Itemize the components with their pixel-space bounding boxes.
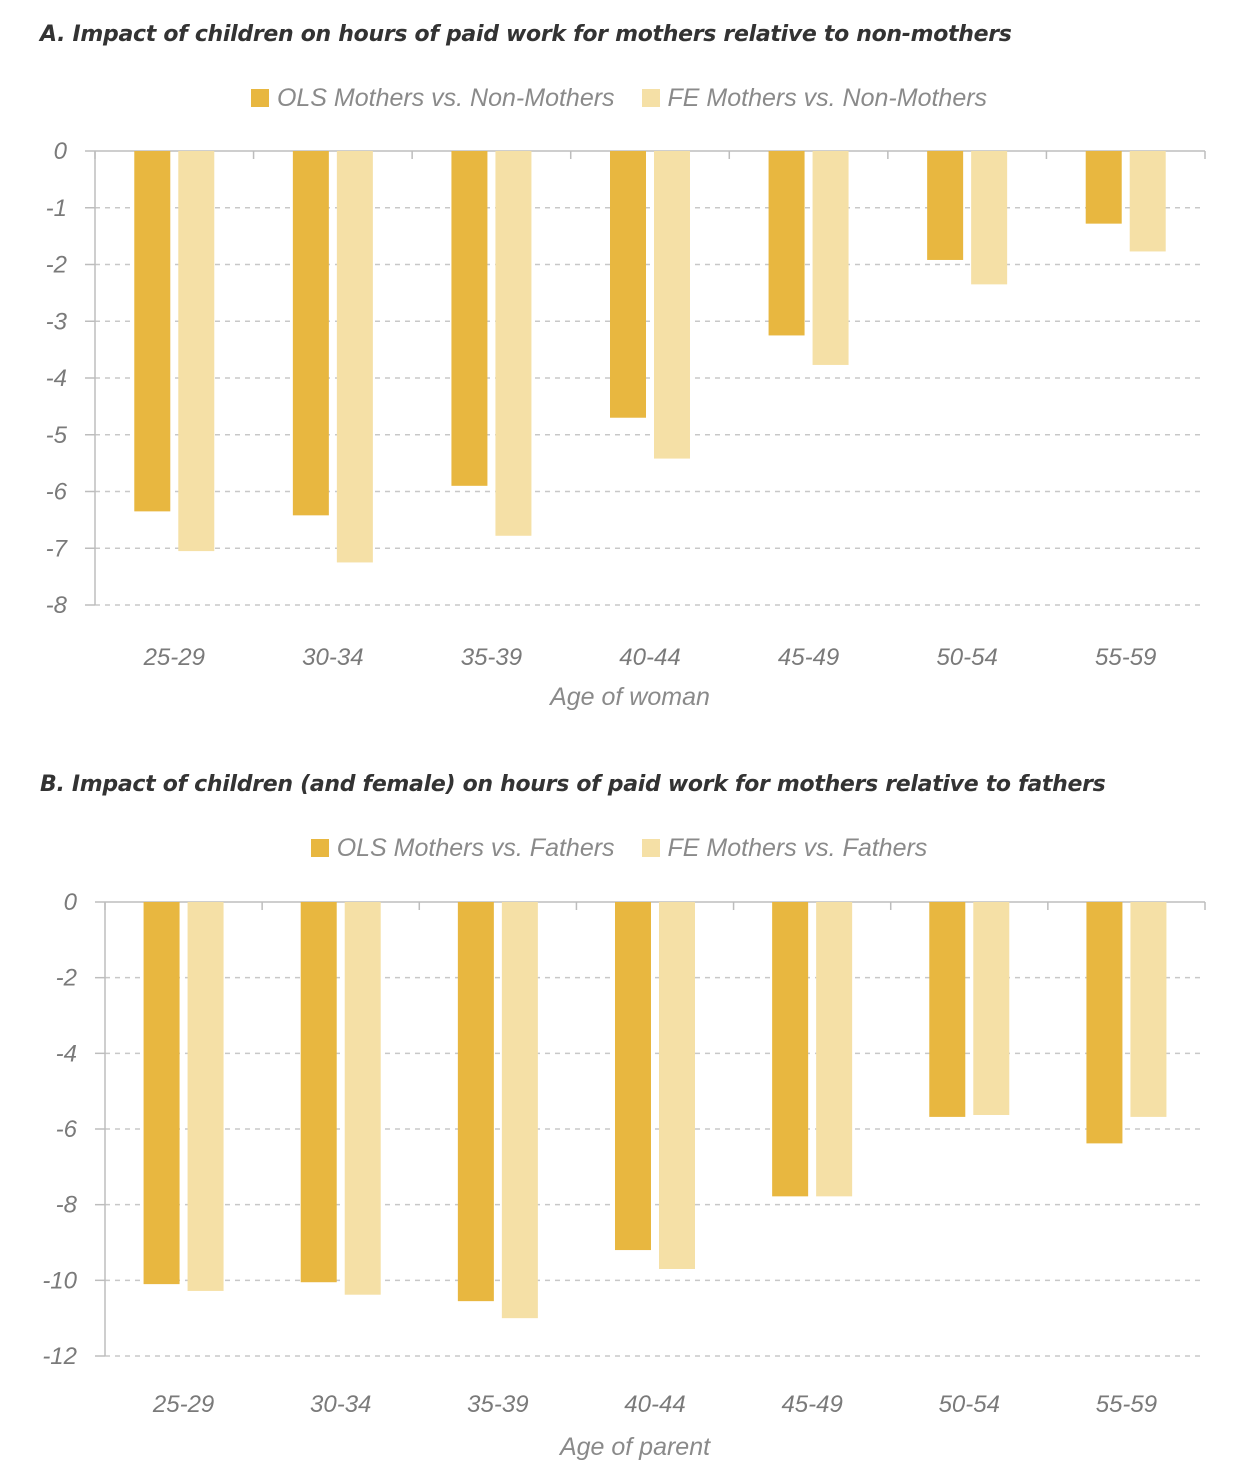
bar-fe: [973, 902, 1010, 1116]
x-tick-label: 55-59: [1096, 1391, 1157, 1418]
bar-chart-a: 0 -1 -2 -3 -4 -5 -6 -7 -8 25-29 30-34 35-39 40-44 45-…: [46, 138, 1206, 711]
chart-title: A. Impact of children on hours of paid w…: [40, 22, 1012, 47]
bar-ols: [300, 902, 337, 1283]
legend-swatch-fe: [641, 839, 660, 857]
x-axis-label: Age of woman: [548, 683, 710, 711]
y-tick-label: -6: [46, 479, 68, 506]
y-tick-label: 0: [54, 138, 68, 165]
x-tick-label: 25-29: [143, 644, 205, 671]
y-tick-label: -2: [56, 965, 77, 992]
x-tick-label: 25-29: [152, 1391, 214, 1418]
bar-fe: [812, 151, 849, 365]
legend-label-fe: FE Mothers vs. Non-Mothers: [667, 84, 988, 112]
bar-fe: [816, 902, 853, 1197]
y-tick-label: -12: [42, 1343, 77, 1370]
legend-item-ols: OLS Mothers vs. Non-Mothers: [250, 84, 615, 113]
bar-fe: [971, 151, 1008, 285]
chart-panel-a: A. Impact of children on hours of paid w…: [0, 0, 1238, 730]
bar-ols: [768, 151, 805, 336]
y-tick-label: -4: [46, 365, 67, 392]
bar-fe: [495, 151, 532, 536]
bar-fe: [654, 151, 690, 459]
bar-ols: [615, 902, 651, 1251]
bar-fe: [1129, 151, 1166, 252]
legend-swatch-fe: [641, 89, 660, 107]
x-tick-label: 50-54: [939, 1391, 1000, 1418]
x-tick-label: 35-39: [461, 644, 522, 671]
bar-fe: [178, 151, 215, 552]
y-tick-label: -5: [46, 422, 68, 449]
legend-swatch-ols: [310, 839, 329, 857]
bar-ols: [927, 151, 964, 260]
bar-fe: [1130, 902, 1167, 1117]
legend-label-ols: OLS Mothers vs. Fathers: [336, 834, 615, 862]
y-tick-label: -4: [56, 1040, 77, 1067]
x-tick-label: 50-54: [936, 644, 997, 671]
bar-ols: [772, 902, 809, 1197]
legend-item-fe: FE Mothers vs. Non-Mothers: [641, 84, 988, 113]
bar-fe: [187, 902, 224, 1291]
bar-ols: [610, 151, 646, 418]
legend-item-ols: OLS Mothers vs. Fathers: [310, 834, 615, 863]
chart-legend: OLS Mothers vs. Non-Mothers FE Mothers v…: [0, 84, 1238, 113]
bar-ols: [292, 151, 329, 516]
x-tick-label: 45-49: [778, 644, 839, 671]
bar-ols: [1085, 151, 1122, 224]
legend-label-fe: FE Mothers vs. Fathers: [667, 834, 928, 862]
x-axis-label: Age of parent: [558, 1433, 711, 1461]
bar-ols: [134, 151, 171, 512]
bar-ols: [451, 151, 488, 486]
y-tick-label: 0: [64, 889, 78, 916]
x-tick-label: 45-49: [781, 1391, 842, 1418]
y-tick-label: -7: [46, 535, 69, 562]
y-tick-label: -8: [56, 1192, 78, 1219]
chart-legend: OLS Mothers vs. Fathers FE Mothers vs. F…: [0, 834, 1238, 863]
x-tick-label: 55-59: [1095, 644, 1156, 671]
bar-fe: [659, 902, 695, 1269]
y-tick-label: -8: [46, 592, 68, 619]
bar-fe: [344, 902, 381, 1295]
y-tick-label: -10: [42, 1267, 77, 1294]
bar-ols: [929, 902, 966, 1117]
legend-item-fe: FE Mothers vs. Fathers: [641, 834, 928, 863]
bar-fe: [336, 151, 373, 563]
x-tick-label: 35-39: [467, 1391, 528, 1418]
bar-ols: [143, 902, 180, 1285]
legend-swatch-ols: [250, 89, 269, 107]
x-tick-label: 30-34: [302, 644, 363, 671]
bar-fe: [501, 902, 538, 1319]
bar-ols: [1086, 902, 1123, 1144]
chart-title: B. Impact of children (and female) on ho…: [40, 772, 1106, 797]
legend-label-ols: OLS Mothers vs. Non-Mothers: [276, 84, 615, 112]
x-tick-label: 30-34: [310, 1391, 371, 1418]
bar-ols: [457, 902, 494, 1302]
bar-chart-b: 0 -2 -4 -6 -8 -10 -12 25-29 30-34 35-39 40-44 45-49…: [42, 889, 1206, 1461]
y-tick-label: -1: [46, 195, 67, 222]
y-tick-label: -2: [46, 252, 67, 279]
x-tick-label: 40-44: [619, 644, 680, 671]
x-tick-label: 40-44: [624, 1391, 685, 1418]
chart-panel-b: B. Impact of children (and female) on ho…: [0, 750, 1238, 1474]
y-tick-label: -3: [46, 308, 68, 335]
y-tick-label: -6: [56, 1116, 78, 1143]
